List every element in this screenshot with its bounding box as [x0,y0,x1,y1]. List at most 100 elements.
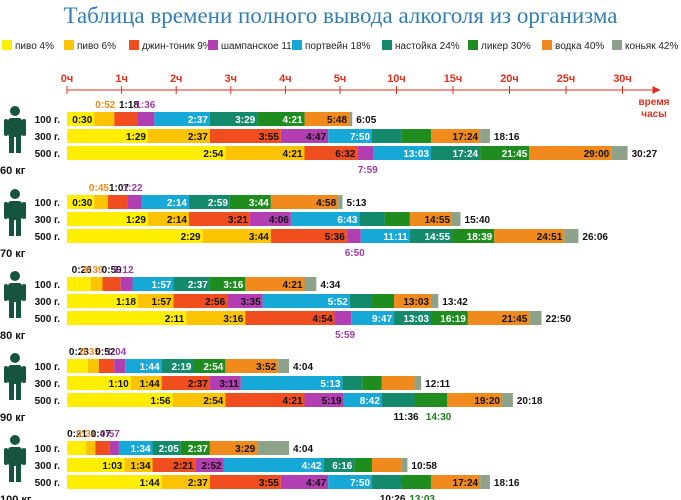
person-icon [4,119,8,136]
data-label: 1:36 [135,100,155,111]
bar-segment [323,458,355,472]
bar-segment [529,146,612,160]
data-label: 4:47 [306,132,326,143]
data-label: 1:29 [126,132,146,143]
bar-segment [223,458,324,472]
data-label: 3:55 [259,478,279,489]
legend-label: пиво 4% [15,41,54,52]
bar-segment [401,475,431,489]
bar-segment [304,146,358,160]
data-label: 14:55 [424,232,450,243]
bar-segment [304,277,317,291]
x-axis-title: часы [641,109,666,120]
bar-segment [452,229,495,243]
bar-segment [107,195,128,209]
bar-segment [94,195,108,209]
bar-segment [67,359,88,373]
legend-item: настойка 24% [382,40,460,54]
legend-swatch [382,40,392,50]
bar-segment [173,294,228,308]
bar-segment [611,146,628,160]
person-icon [4,448,8,465]
data-label: 5:13 [346,198,366,209]
data-label: 2:54 [203,396,223,407]
legend-label: настойка 24% [395,41,460,52]
bar-segment [270,229,347,243]
dose-label: 300 г. [35,215,61,226]
person-icon [4,284,8,301]
data-label: 3:55 [259,132,279,143]
dose-label: 300 г. [35,461,61,472]
person-icon [16,465,21,482]
person-icon [4,366,8,383]
bar-segment [227,294,263,308]
bar-segment [257,112,305,126]
data-label: 2:11 [165,314,185,325]
bar-segment [102,277,121,291]
x-axis-tick-label: 1ч [115,73,128,85]
bar-segment [152,441,181,455]
bar-segment [67,475,162,489]
bar-segment [381,376,415,390]
data-label: 0:57 [100,429,120,440]
data-label: 3:44 [249,198,269,209]
data-label: 9:47 [372,314,392,325]
legend-label: портвейн 18% [305,41,371,52]
data-label: 30:27 [632,149,658,160]
data-label: 2:19 [171,362,191,373]
data-label: 1:18 [119,100,139,111]
bar-segment [328,129,373,143]
data-label: 6:50 [345,248,365,259]
bar-segment [114,112,138,126]
data-label: 1:34 [131,461,151,472]
data-label: 2:37 [188,379,208,390]
bar-segment [409,229,453,243]
data-label: 0:30 [72,115,92,126]
data-label: 2:52 [202,461,222,472]
person-icon [9,301,14,318]
bar-segment [161,359,194,373]
legend-swatch [612,40,622,50]
data-label: 17:24 [453,149,479,160]
data-label: 1:18 [116,297,136,308]
person-icon [10,271,20,281]
bar-segment [480,129,490,143]
bar-segment [452,212,461,226]
legend-item: ликер 30% [468,40,531,54]
data-label: 4:58 [316,198,336,209]
data-label: 0:59 [102,265,122,276]
bar-segment [257,441,290,455]
data-label: 3:21 [228,215,248,226]
data-label: 13:03 [403,297,429,308]
legend-swatch [542,40,552,50]
legend-item: пиво 6% [64,40,116,54]
person-icon [22,202,26,219]
legend-label: шампанское 11% [221,41,301,52]
x-axis-tick-label: 20ч [500,73,519,85]
bar-segment [209,475,281,489]
weight-label: 70 кг [0,248,26,260]
bar-segment [188,195,230,209]
bar-segment [334,311,352,325]
x-axis-title: время [639,97,670,108]
bar-segment [372,458,402,472]
legend-swatch [208,40,218,50]
bar-segment [132,277,174,291]
data-label: 1:44 [140,478,160,489]
data-label: 1:12 [114,265,134,276]
data-label: 6:43 [337,215,357,226]
data-label: 5:48 [327,115,347,126]
bar-segment [225,146,305,160]
person-icon [8,118,22,137]
dose-label: 500 г. [35,396,61,407]
data-label: 14:30 [426,412,452,423]
legend-item: джин-тоник 9% [129,40,212,54]
legend-item: портвейн 18% [292,40,371,54]
bar-segment [124,458,153,472]
bar-segment [270,195,339,209]
data-label: 4:06 [269,215,289,226]
x-axis-tick-label: 4ч [279,73,292,85]
legend-label: коньяк 42% [625,41,679,52]
data-label: 3:11 [219,379,239,390]
x-axis-tick-label: 3ч [225,73,238,85]
